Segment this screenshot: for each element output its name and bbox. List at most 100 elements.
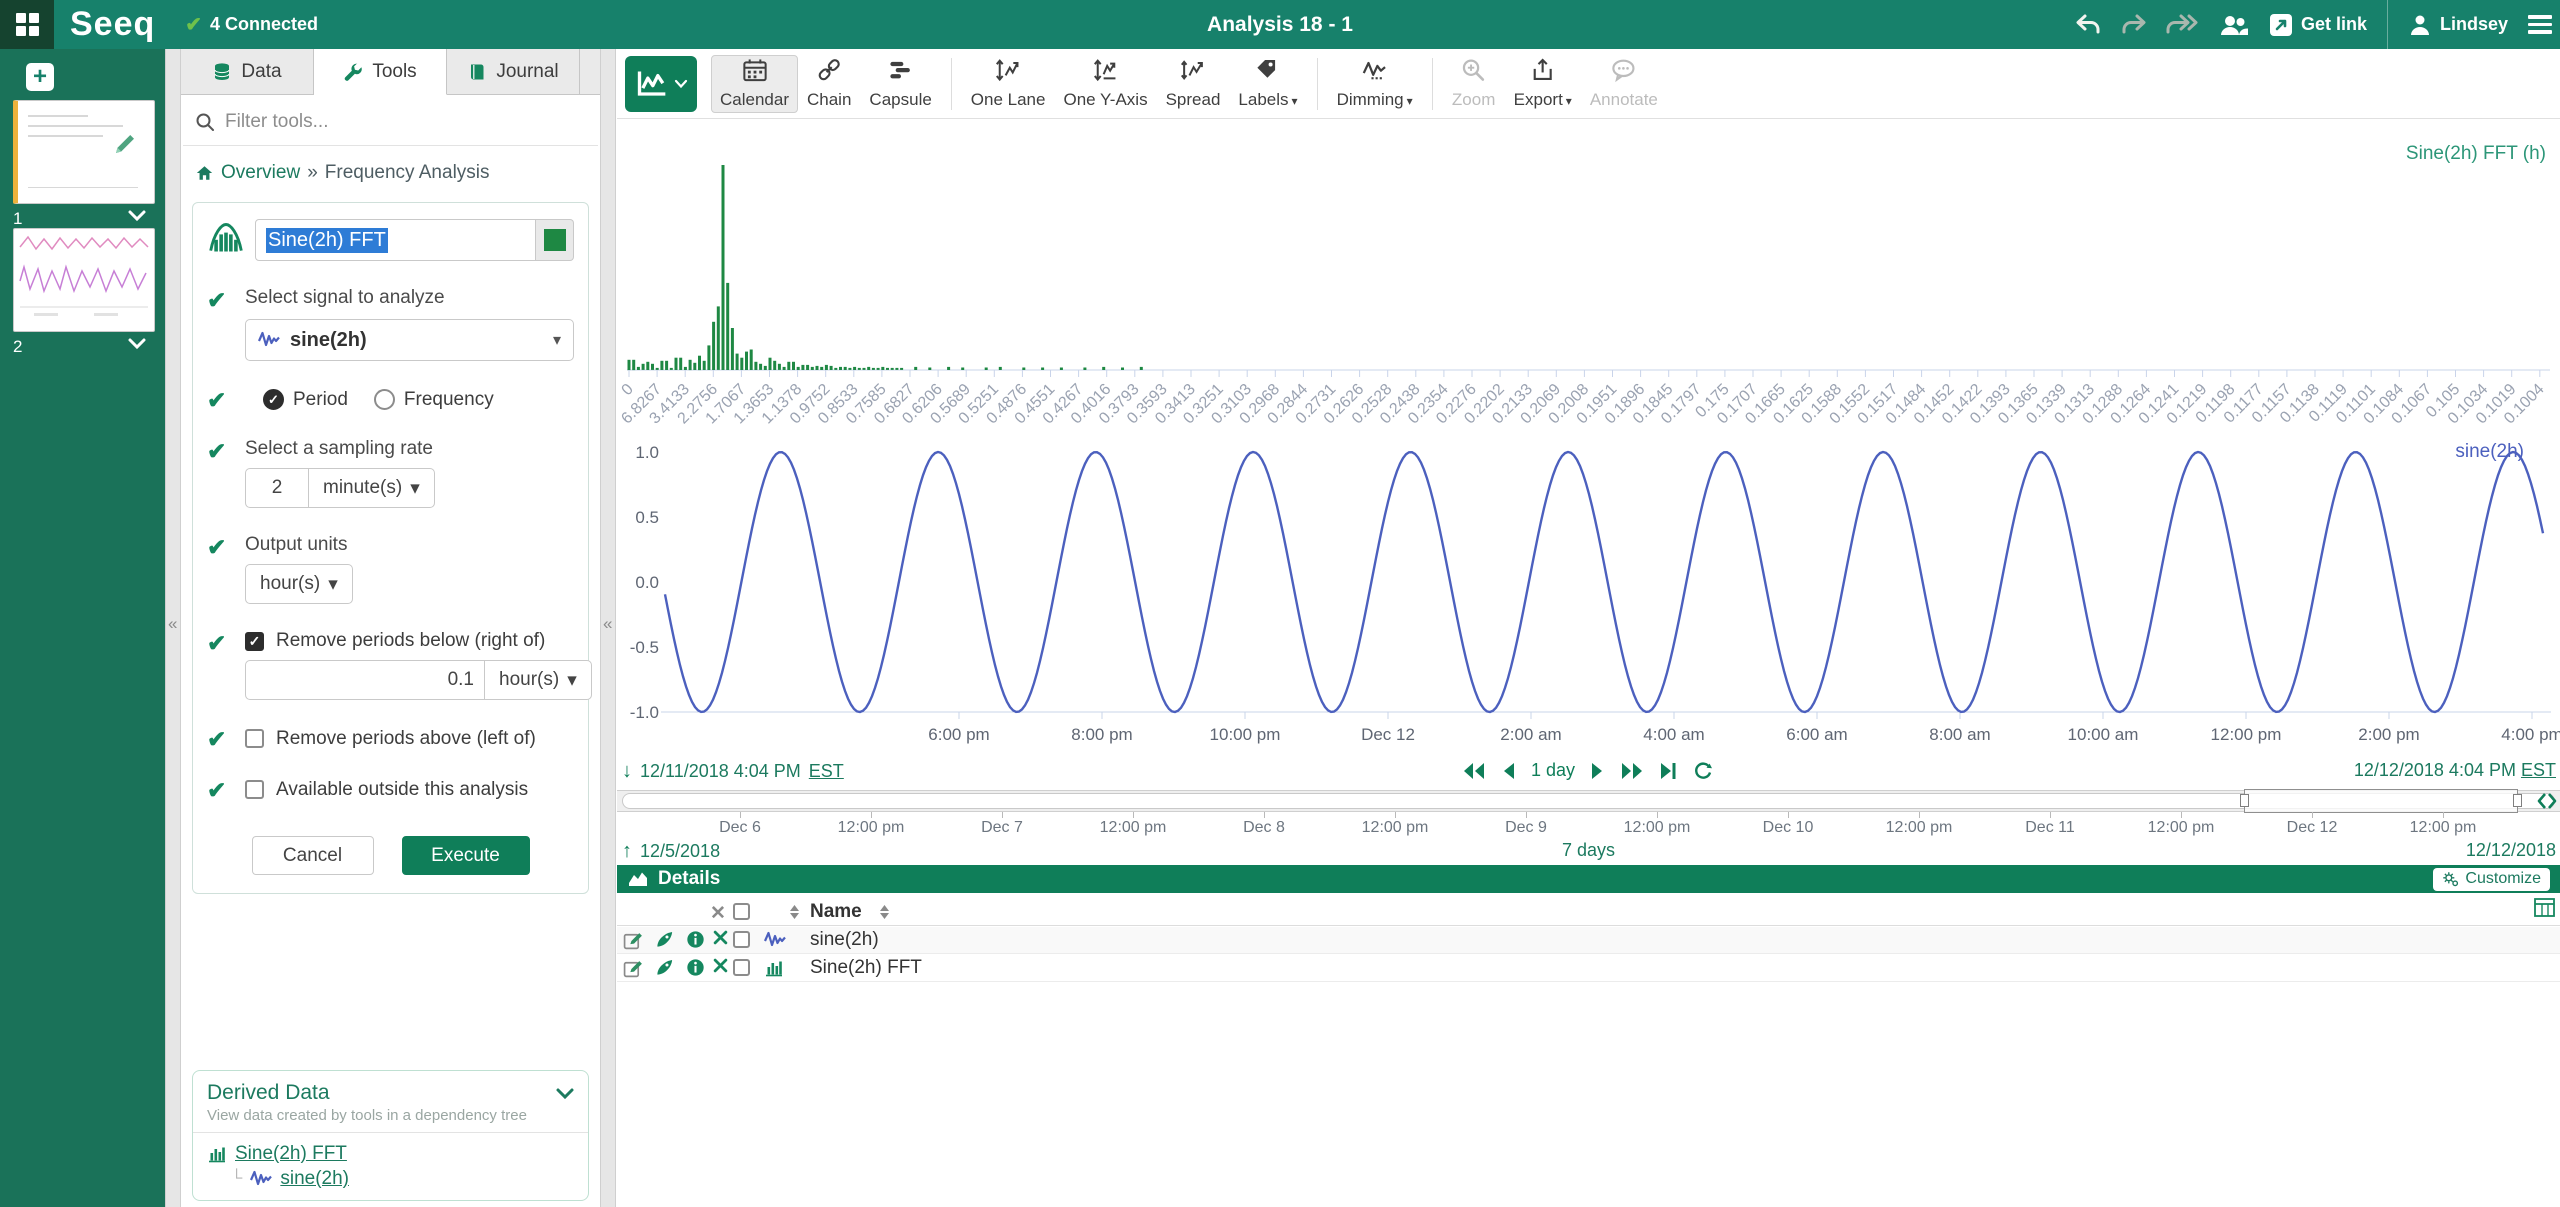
undo-icon[interactable] xyxy=(2075,13,2101,37)
refresh-icon[interactable] xyxy=(1693,761,1713,781)
calendar-button[interactable]: Calendar xyxy=(711,54,798,113)
spread-button[interactable]: Spread xyxy=(1157,55,1230,113)
output-unit-select[interactable]: hour(s) ▾ xyxy=(245,564,353,604)
tab-data[interactable]: Data xyxy=(181,49,314,94)
hamburger-menu-icon[interactable] xyxy=(2528,15,2552,34)
capsule-button[interactable]: Capsule xyxy=(860,55,940,113)
table-row[interactable]: sine(2h) xyxy=(617,927,2560,954)
fft-bar xyxy=(740,357,744,370)
frequency-radio[interactable]: Frequency xyxy=(373,389,494,411)
remove-above-label: Remove periods above (left of) xyxy=(276,727,536,749)
get-link-button[interactable]: Get link xyxy=(2269,13,2367,37)
row-checkbox[interactable] xyxy=(733,931,750,948)
tool-name-input[interactable]: Sine(2h) FFT xyxy=(255,219,536,261)
chevron-down-icon[interactable] xyxy=(556,1087,574,1105)
step-back-full-icon[interactable] xyxy=(1462,762,1486,780)
collapse-panel-icon[interactable]: « xyxy=(603,614,613,633)
dimming-button[interactable]: Dimming ▾ xyxy=(1328,55,1422,113)
filter-tools-search[interactable]: Filter tools... xyxy=(181,95,600,145)
redo-icon[interactable] xyxy=(2121,13,2147,37)
remove-below-input[interactable] xyxy=(245,660,485,700)
rocket-icon[interactable] xyxy=(655,930,674,949)
display-range-end[interactable]: 12/12/2018 4:04 PM EST xyxy=(2354,760,2556,781)
panel-tabs: Data Tools Journal xyxy=(181,49,600,95)
display-range-start[interactable]: ↓ 12/11/2018 4:04 PM EST xyxy=(622,760,844,783)
breadcrumb-overview[interactable]: Overview xyxy=(221,162,301,183)
remove-all-icon[interactable]: ✕ xyxy=(710,903,726,924)
timeline-selected-range[interactable] xyxy=(2240,789,2522,813)
chain-button[interactable]: Chain xyxy=(798,55,860,113)
range-duration-button[interactable]: 1 day xyxy=(1531,760,1576,780)
step-forward-icon[interactable] xyxy=(1591,762,1604,780)
edit-icon[interactable] xyxy=(623,930,644,951)
one-lane-button[interactable]: One Lane xyxy=(962,55,1055,113)
info-icon[interactable] xyxy=(686,958,705,977)
user-menu[interactable]: Lindsey xyxy=(2408,13,2508,37)
sine-x-axis-label: 6:00 pm xyxy=(928,725,989,744)
signal-select[interactable]: sine(2h) ▾ xyxy=(245,319,574,361)
investigate-range-duration[interactable]: 7 days xyxy=(1561,840,1616,860)
remove-icon[interactable] xyxy=(713,958,728,973)
tab-journal[interactable]: Journal xyxy=(447,49,580,94)
sort-icon[interactable] xyxy=(879,904,890,920)
chevron-down-icon: ▾ xyxy=(328,573,338,595)
fft-bar xyxy=(984,367,988,370)
info-icon[interactable] xyxy=(686,930,705,949)
apps-grid-button[interactable] xyxy=(0,0,54,49)
fast-forward-icon[interactable] xyxy=(2166,13,2199,37)
table-columns-icon[interactable] xyxy=(2534,898,2555,922)
worksheet-thumbnail-2[interactable] xyxy=(13,228,155,332)
fft-legend[interactable]: Sine(2h) FFT (h) xyxy=(2405,143,2546,164)
derived-item-label[interactable]: Sine(2h) FFT xyxy=(235,1143,347,1164)
derived-item-signal[interactable]: └ sine(2h) xyxy=(231,1168,574,1190)
step-back-icon[interactable] xyxy=(1502,762,1515,780)
remove-below-checkbox[interactable]: ✓ xyxy=(245,631,264,651)
frequency-analysis-tool-card: Sine(2h) FFT ✔ Select signal to analyze … xyxy=(192,202,592,894)
tab-tools[interactable]: Tools xyxy=(314,49,447,95)
table-row[interactable]: Sine(2h) FFT xyxy=(617,955,2560,982)
investigate-range-start[interactable]: ↑ 12/5/2018 xyxy=(622,840,720,863)
period-radio[interactable]: ✓ Period xyxy=(263,389,348,411)
display-range-start-tz[interactable]: EST xyxy=(808,761,844,781)
color-swatch-button[interactable] xyxy=(536,219,574,261)
remove-below-unit-select[interactable]: hour(s) ▾ xyxy=(484,660,592,700)
view-selector-button[interactable] xyxy=(625,55,697,112)
add-worksheet-button[interactable]: + xyxy=(26,63,54,91)
rocket-icon[interactable] xyxy=(655,958,674,977)
step-forward-full-icon[interactable] xyxy=(1620,762,1644,780)
worksheet-thumbnail-1[interactable] xyxy=(13,100,155,204)
chevron-down-icon[interactable] xyxy=(128,337,146,355)
connection-status[interactable]: ✔ 4 Connected xyxy=(185,12,318,37)
investigate-range-end[interactable]: 12/12/2018 xyxy=(2465,840,2556,860)
chevron-down-icon[interactable] xyxy=(128,209,146,227)
name-column-header[interactable]: Name xyxy=(810,901,862,922)
export-button[interactable]: Export ▾ xyxy=(1505,55,1581,113)
sort-icon[interactable] xyxy=(789,904,800,920)
edit-icon[interactable] xyxy=(623,958,644,979)
derived-item-fft[interactable]: Sine(2h) FFT xyxy=(207,1143,574,1165)
range-handle-right[interactable] xyxy=(2513,794,2522,807)
one-y-axis-button[interactable]: One Y-Axis xyxy=(1054,55,1156,113)
row-checkbox[interactable] xyxy=(733,959,750,976)
sampling-rate-input[interactable] xyxy=(245,468,309,508)
derived-item-label[interactable]: sine(2h) xyxy=(280,1168,349,1189)
select-all-checkbox[interactable] xyxy=(733,903,750,920)
cancel-button[interactable]: Cancel xyxy=(251,836,374,875)
available-outside-checkbox[interactable] xyxy=(245,780,264,799)
investigate-timeline[interactable] xyxy=(617,789,2560,813)
fft-bar xyxy=(683,366,687,370)
range-handle-left[interactable] xyxy=(2240,794,2249,807)
labels-button[interactable]: Labels ▾ xyxy=(1229,55,1306,113)
customize-button[interactable]: Customize xyxy=(2433,867,2550,891)
step-to-end-icon[interactable] xyxy=(1660,762,1677,780)
display-range-end-tz[interactable]: EST xyxy=(2520,760,2556,780)
sampling-unit-select[interactable]: minute(s) ▾ xyxy=(308,468,435,508)
remove-above-checkbox[interactable] xyxy=(245,729,264,748)
timeline-zoom-icon[interactable] xyxy=(2536,791,2558,816)
remove-icon[interactable] xyxy=(713,930,728,945)
collapse-panel-icon[interactable]: « xyxy=(168,614,178,633)
execute-button[interactable]: Execute xyxy=(401,836,530,875)
users-icon[interactable] xyxy=(2219,13,2249,37)
timeline-tick-label: 12:00 pm xyxy=(1361,819,1429,836)
remove-below-unit-value: hour(s) xyxy=(499,669,560,690)
